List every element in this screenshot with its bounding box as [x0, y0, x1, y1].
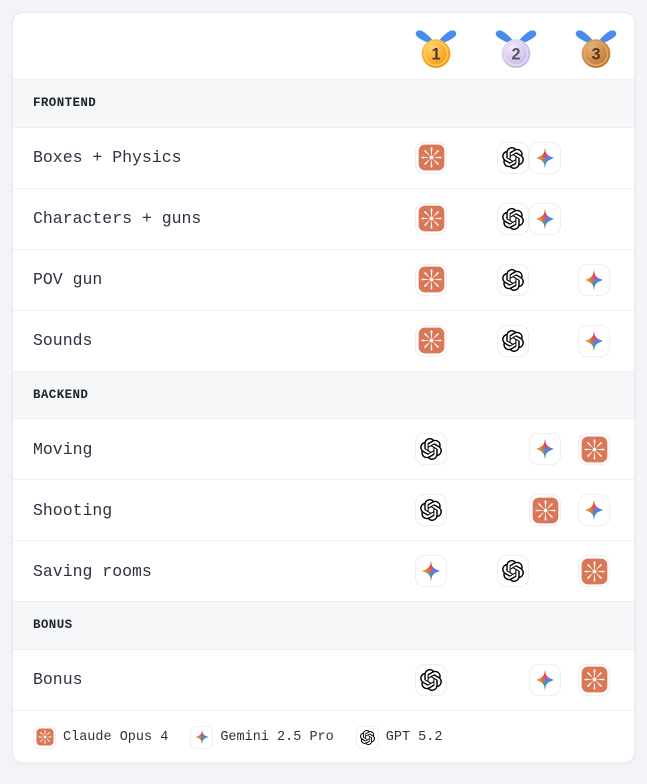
- svg-text:1: 1: [431, 46, 440, 64]
- svg-text:2: 2: [511, 46, 520, 64]
- svg-text:3: 3: [591, 46, 600, 64]
